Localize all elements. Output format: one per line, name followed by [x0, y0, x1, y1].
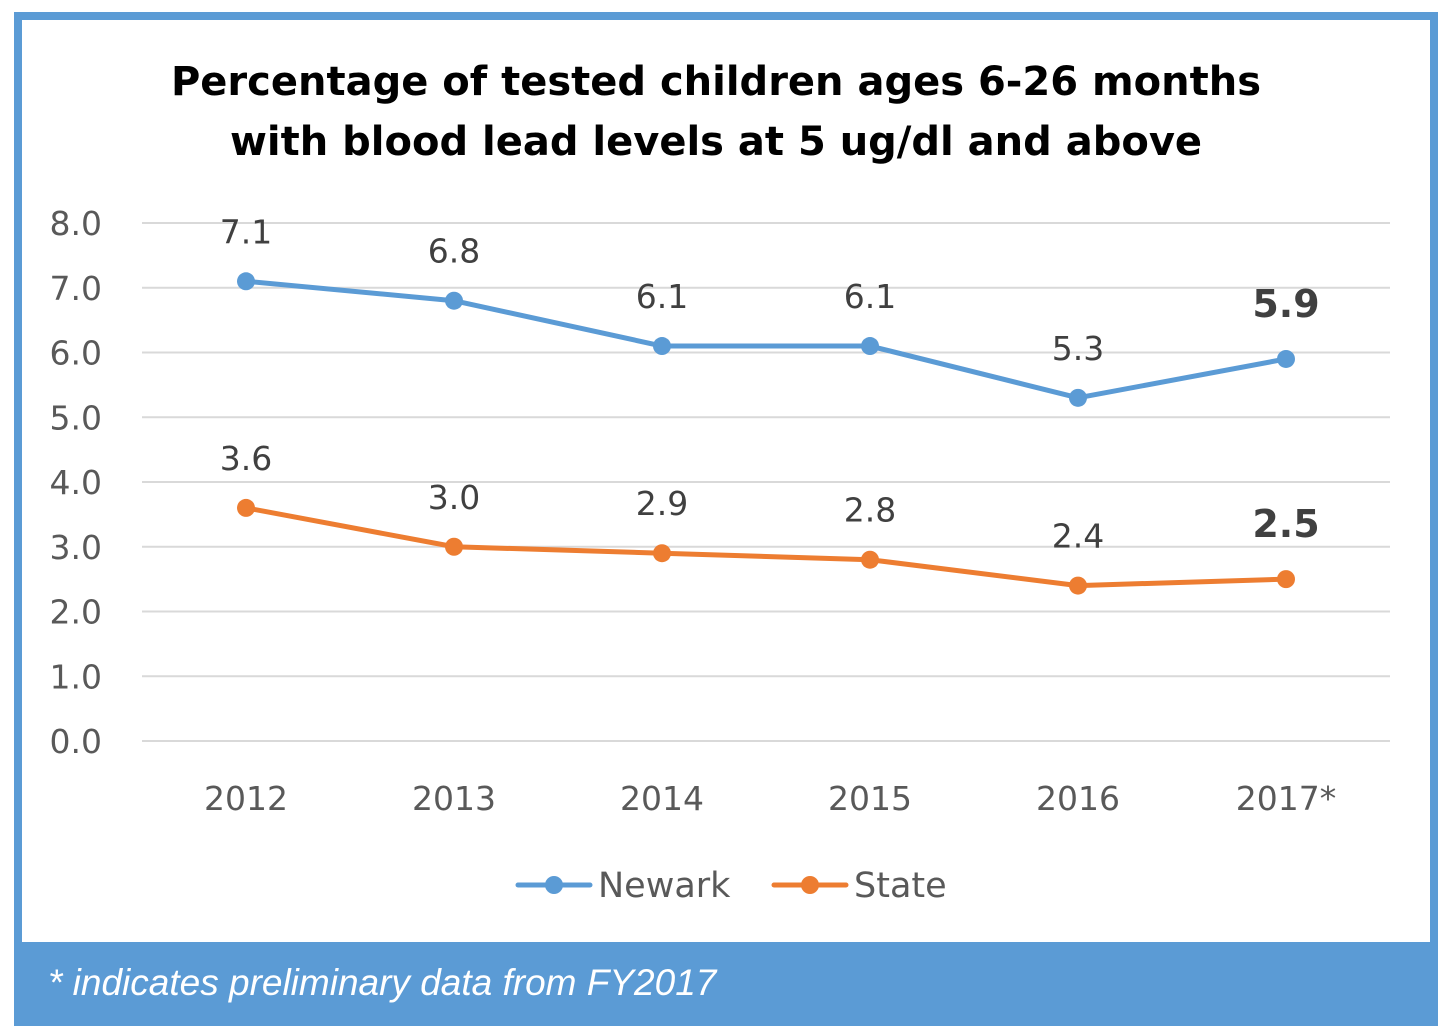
data-point-newark [445, 291, 463, 310]
y-tick-label: 7.0 [50, 269, 102, 308]
data-point-state [237, 498, 255, 517]
footnote: * indicates preliminary data from FY2017 [48, 962, 717, 1003]
y-tick-label: 0.0 [50, 722, 102, 761]
data-label-newark: 6.8 [428, 232, 480, 271]
data-label-state: 3.0 [428, 478, 480, 517]
data-point-newark [653, 337, 671, 356]
data-label-state: 3.6 [220, 439, 272, 478]
legend-label-state: State [854, 866, 947, 906]
y-tick-label: 4.0 [50, 463, 102, 502]
data-point-state [1277, 570, 1295, 589]
data-point-state [653, 544, 671, 563]
y-tick-label: 3.0 [50, 528, 102, 567]
y-tick-label: 1.0 [50, 657, 102, 696]
data-label-state: 2.4 [1052, 517, 1104, 556]
data-label-newark: 5.9 [1252, 282, 1319, 326]
data-point-state [445, 537, 463, 556]
x-tick-label: 2015 [828, 779, 912, 818]
y-axis-ticks: 0.0 1.0 2.0 3.0 4.0 5.0 6.0 7.0 8.0 [50, 204, 102, 761]
data-label-state: 2.9 [636, 484, 688, 523]
legend: Newark State [515, 866, 947, 906]
data-label-newark: 7.1 [220, 212, 272, 251]
chart-title-line-1: Percentage of tested children ages 6-26 … [171, 59, 1261, 105]
x-axis-ticks: 2012 2013 2014 2015 2016 2017* [204, 779, 1336, 818]
y-tick-label: 2.0 [50, 593, 102, 632]
x-tick-label: 2013 [412, 779, 496, 818]
data-point-newark [237, 272, 255, 291]
data-point-newark [1277, 349, 1295, 368]
x-tick-label: 2017* [1236, 779, 1336, 818]
data-point-state [861, 550, 879, 569]
y-tick-label: 5.0 [50, 398, 102, 437]
data-label-state: 2.5 [1252, 502, 1319, 546]
data-label-newark: 6.1 [636, 277, 688, 316]
series-line-newark [243, 278, 1289, 401]
data-point-newark [861, 337, 879, 356]
y-tick-label: 8.0 [50, 204, 102, 243]
legend-marker-newark [545, 876, 563, 894]
legend-label-newark: Newark [598, 866, 731, 906]
data-label-state: 2.8 [844, 491, 896, 530]
chart-title-line-2: with blood lead levels at 5 ug/dl and ab… [230, 119, 1202, 165]
data-label-newark: 6.1 [844, 277, 896, 316]
y-tick-label: 6.0 [50, 334, 102, 373]
series-line-state [243, 505, 1289, 589]
x-tick-label: 2014 [620, 779, 704, 818]
x-tick-label: 2016 [1036, 779, 1120, 818]
gridlines [142, 222, 1390, 742]
data-point-newark [1069, 388, 1087, 407]
data-point-state [1069, 576, 1087, 595]
data-label-newark: 5.3 [1052, 329, 1104, 368]
x-tick-label: 2012 [204, 779, 288, 818]
legend-marker-state [801, 876, 819, 894]
series-lines: 7.1 6.8 6.1 6.1 5.3 5.9 3.6 3.0 2.9 2.8 2.4 2.5 [220, 212, 1320, 595]
